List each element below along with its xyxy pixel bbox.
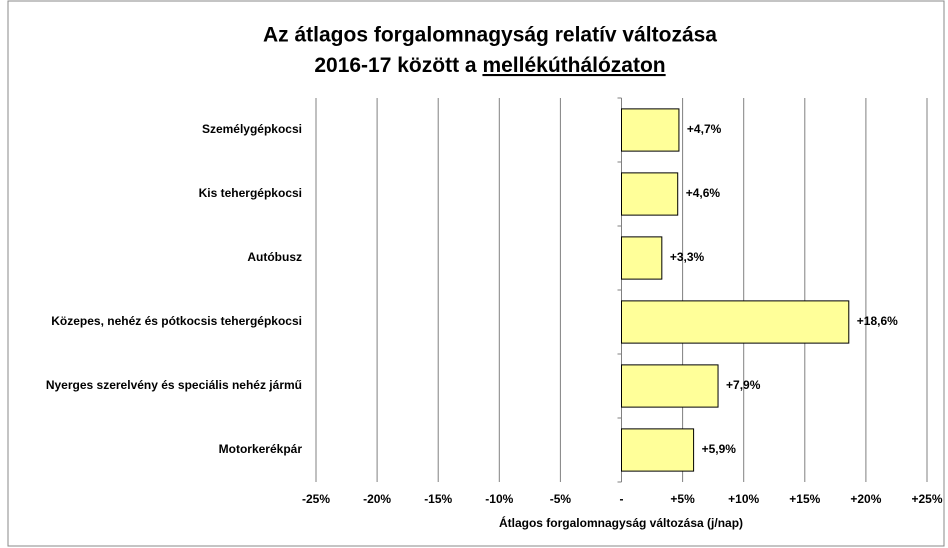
x-tick-label: -5% bbox=[550, 492, 572, 506]
bar bbox=[621, 172, 679, 216]
y-tick-label: Közepes, nehéz és pótkocsis tehergépkocs… bbox=[51, 314, 302, 328]
bar bbox=[621, 300, 850, 344]
x-tick-label: +5% bbox=[670, 492, 695, 506]
chart-title: Az átlagos forgalomnagyság relatív válto… bbox=[263, 24, 717, 47]
data-label: +4,6% bbox=[686, 186, 721, 200]
x-tick-label: +20% bbox=[850, 492, 881, 506]
chart-title-underlined: mellékúthálózaton bbox=[482, 54, 665, 77]
x-axis-title: Átlagos forgalomnagyság változása (j/nap… bbox=[499, 515, 743, 530]
bar bbox=[621, 364, 719, 408]
y-tick-label: Nyerges szerelvény és speciális nehéz já… bbox=[46, 378, 302, 392]
bar bbox=[621, 236, 663, 280]
y-tick-label: Autóbusz bbox=[247, 250, 302, 264]
x-tick-label: - bbox=[620, 492, 624, 506]
x-tick-label: -25% bbox=[302, 492, 330, 506]
data-label: +5,9% bbox=[702, 442, 737, 456]
bar bbox=[621, 108, 680, 152]
x-tick-label: -10% bbox=[485, 492, 513, 506]
x-tick-label: -20% bbox=[363, 492, 391, 506]
data-label: +18,6% bbox=[857, 314, 898, 328]
x-tick-label: +10% bbox=[728, 492, 759, 506]
data-label: +4,7% bbox=[687, 122, 722, 136]
chart-title-part: 2016-17 között a bbox=[314, 54, 477, 77]
x-tick-label: +25% bbox=[911, 492, 942, 506]
y-tick-label: Kis tehergépkocsi bbox=[199, 186, 302, 200]
bar bbox=[621, 428, 695, 472]
data-label: +3,3% bbox=[670, 250, 705, 264]
data-label: +7,9% bbox=[726, 378, 761, 392]
chart-frame bbox=[7, 0, 945, 547]
y-tick-label: Személygépkocsi bbox=[202, 122, 302, 136]
y-tick-label: Motorkerékpár bbox=[219, 442, 303, 456]
x-tick-label: +15% bbox=[789, 492, 820, 506]
chart-title: 2016-17 között a mellékúthálózaton bbox=[314, 54, 665, 77]
x-tick-label: -15% bbox=[424, 492, 452, 506]
